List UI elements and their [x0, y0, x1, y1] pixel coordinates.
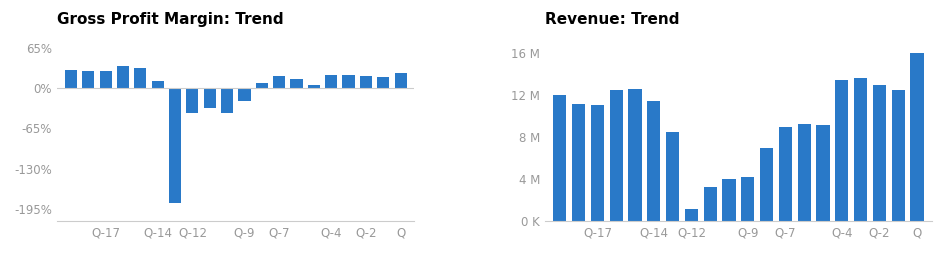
Bar [308, 85, 320, 88]
Bar [854, 77, 867, 221]
Bar [723, 179, 735, 221]
Bar [65, 70, 77, 88]
Text: Gross Profit Margin: Trend: Gross Profit Margin: Trend [57, 12, 283, 27]
Bar [892, 90, 904, 221]
Bar [169, 88, 181, 203]
Bar [573, 104, 585, 221]
Bar [779, 127, 792, 221]
Text: Revenue: Trend: Revenue: Trend [545, 12, 679, 27]
Bar [239, 88, 250, 100]
Bar [82, 71, 94, 88]
Bar [629, 89, 642, 221]
Bar [798, 124, 811, 221]
Bar [204, 88, 216, 108]
Bar [816, 125, 829, 221]
Bar [591, 105, 604, 221]
Bar [342, 75, 355, 88]
Bar [741, 177, 754, 221]
Bar [873, 85, 886, 221]
Bar [117, 66, 129, 88]
Bar [648, 101, 660, 221]
Bar [290, 79, 302, 88]
Bar [256, 83, 268, 88]
Bar [610, 90, 623, 221]
Bar [359, 76, 372, 88]
Bar [835, 80, 848, 221]
Bar [134, 68, 146, 88]
Bar [378, 77, 389, 88]
Bar [553, 95, 567, 221]
Bar [395, 73, 407, 88]
Bar [910, 53, 923, 221]
Bar [685, 209, 698, 221]
Bar [221, 88, 233, 113]
Bar [666, 132, 679, 221]
Bar [273, 76, 285, 88]
Bar [100, 71, 111, 88]
Bar [704, 187, 717, 221]
Bar [151, 81, 164, 88]
Bar [186, 88, 199, 113]
Bar [760, 148, 773, 221]
Bar [325, 75, 338, 88]
